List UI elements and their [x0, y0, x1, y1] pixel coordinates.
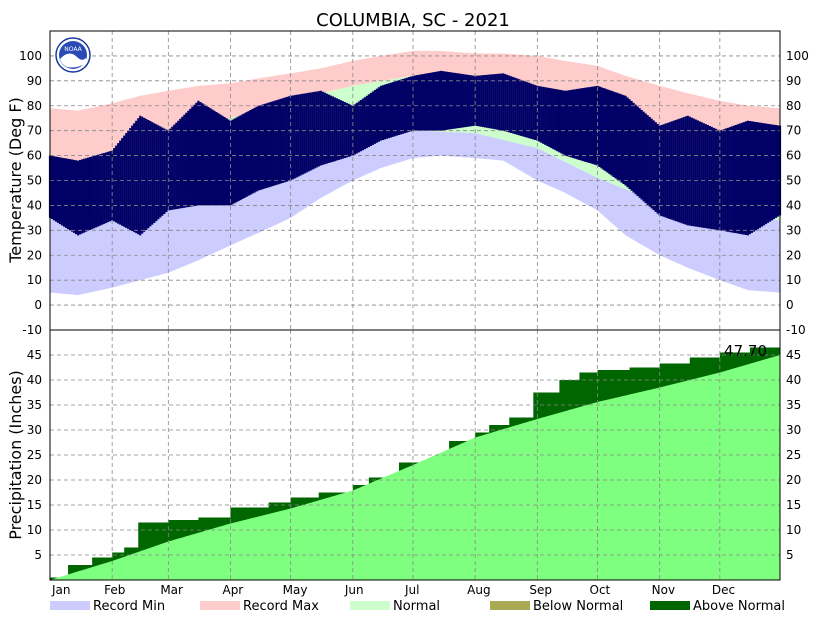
temp-y-tick-right: 60	[786, 149, 801, 163]
month-tick-label: Jun	[344, 583, 364, 597]
precip-y-tick-left: 30	[27, 423, 42, 437]
temp-y-tick-left: 10	[27, 273, 42, 287]
legend-swatch	[650, 601, 690, 610]
temp-y-tick-right: 90	[786, 74, 801, 88]
legend-label: Normal	[393, 599, 440, 614]
plot-border	[49, 30, 781, 581]
month-tick-label: Feb	[104, 583, 125, 597]
temp-y-tick-left: 20	[27, 248, 42, 262]
record-max-band	[50, 50, 780, 166]
precip-y-tick-left: 25	[27, 448, 42, 462]
axis-ticks: -10 -10 0 0 10 10 20 20 30 30 40 40 50 50 60 60 70 70 80 80…	[19, 49, 809, 597]
temp-y-tick-right: 80	[786, 99, 801, 113]
precip-y-tick-right: 10	[786, 523, 801, 537]
precip-y-tick-left: 35	[27, 398, 42, 412]
temp-y-tick-right: 30	[786, 223, 801, 237]
precip-total-annotation: 47.70	[724, 342, 767, 360]
noaa-logo-icon: NOAA	[55, 37, 91, 73]
temperature-gridlines	[50, 31, 780, 330]
temperature-panel	[48, 50, 782, 296]
chart-title: COLUMBIA, SC - 2021	[316, 10, 510, 31]
month-tick-label: Nov	[652, 583, 675, 597]
legend-label: Record Min	[93, 599, 165, 614]
precip-y-tick-right: 20	[786, 473, 801, 487]
temp-y-tick-left: 30	[27, 223, 42, 237]
precip-y-tick-left: 40	[27, 373, 42, 387]
precip-y-tick-right: 40	[786, 373, 801, 387]
legend-swatch	[490, 601, 530, 610]
temp-y-tick-left: 100	[19, 49, 42, 63]
normal-precip-area	[50, 355, 780, 580]
temp-y-tick-left: 50	[27, 174, 42, 188]
precip-y-tick-right: 15	[786, 498, 801, 512]
temp-y-tick-right: 20	[786, 248, 801, 262]
month-tick-label: Mar	[160, 583, 183, 597]
precip-y-tick-left: 20	[27, 473, 42, 487]
legend-label: Record Max	[243, 599, 319, 614]
temp-y-tick-right: 50	[786, 174, 801, 188]
precip-y-tick-left: 45	[27, 348, 42, 362]
legend-swatch	[200, 601, 240, 610]
temp-y-tick-right: 70	[786, 124, 801, 138]
temp-y-tick-left: 70	[27, 124, 42, 138]
precip-y-tick-right: 35	[786, 398, 801, 412]
temp-y-tick-right: 10	[786, 273, 801, 287]
temp-y-tick-left: 90	[27, 74, 42, 88]
month-tick-label: Oct	[590, 583, 611, 597]
temp-y-tick-right: 40	[786, 198, 801, 212]
precipitation-y-axis-label: Precipitation (Inches)	[6, 370, 25, 540]
month-tick-label: Sep	[529, 583, 552, 597]
temperature-y-axis-label: Temperature (Deg F)	[6, 97, 25, 264]
precip-y-tick-right: 25	[786, 448, 801, 462]
month-tick-label: Dec	[712, 583, 735, 597]
month-tick-label: Aug	[467, 583, 490, 597]
temp-y-tick-left: 0	[34, 298, 42, 312]
month-tick-label: Jan	[51, 583, 71, 597]
precip-y-tick-right: 30	[786, 423, 801, 437]
month-tick-label: May	[283, 583, 308, 597]
temp-y-tick-left: 60	[27, 149, 42, 163]
month-tick-label: Jul	[404, 583, 419, 597]
legend-label: Above Normal	[693, 599, 785, 614]
precip-y-tick-left: 10	[27, 523, 42, 537]
precip-y-tick-left: 15	[27, 498, 42, 512]
legend: Record Min Record Max Normal Below Normal Ab…	[50, 599, 785, 614]
precipitation-gridlines	[50, 330, 780, 580]
noaa-logo-text: NOAA	[64, 46, 82, 53]
precip-y-tick-left: 5	[34, 548, 42, 562]
precip-y-tick-right: 5	[786, 548, 794, 562]
precip-y-tick-right: 45	[786, 348, 801, 362]
temp-y-tick-left: 80	[27, 99, 42, 113]
precipitation-panel	[50, 341, 780, 580]
month-tick-label: Apr	[222, 583, 243, 597]
temp-y-tick-left: -10	[22, 323, 42, 337]
legend-swatch	[350, 601, 390, 610]
legend-label: Below Normal	[533, 599, 623, 614]
temp-y-tick-right: -10	[786, 323, 806, 337]
temp-y-tick-left: 40	[27, 198, 42, 212]
legend-swatch	[50, 601, 90, 610]
temp-y-tick-right: 0	[786, 298, 794, 312]
plot-frame	[49, 30, 781, 581]
temp-y-tick-right: 100	[786, 49, 809, 63]
record-min-band	[50, 130, 780, 296]
